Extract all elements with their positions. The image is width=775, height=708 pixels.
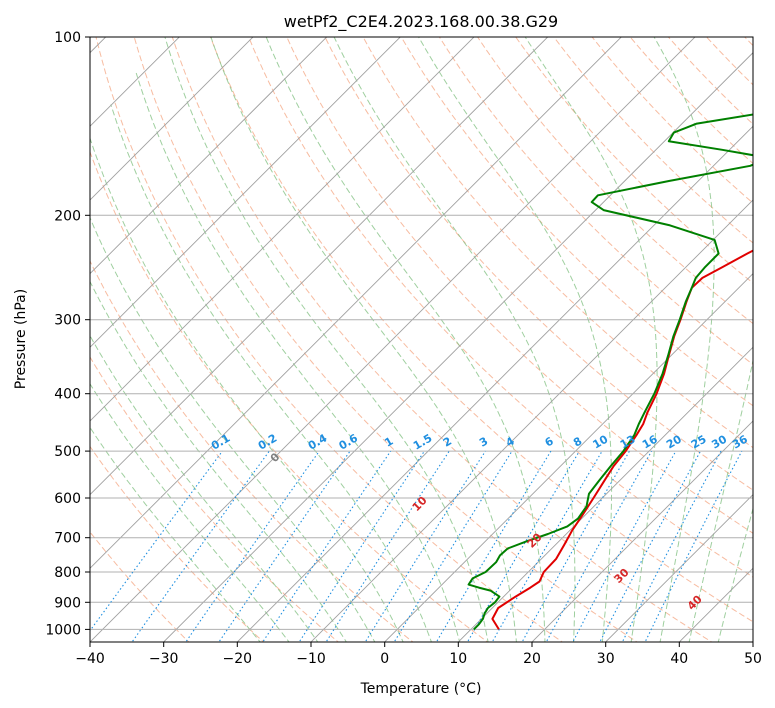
x-tick-label: 10 <box>449 651 467 667</box>
y-tick-label: 500 <box>54 444 81 460</box>
isotherm-line <box>162 52 753 642</box>
sounding-series <box>467 113 753 631</box>
moist-adiabat-line <box>524 37 658 642</box>
isotherms <box>90 37 753 642</box>
y-tick-label: 600 <box>54 491 81 507</box>
x-tick-label: −40 <box>75 651 105 667</box>
isotherm-line <box>236 125 753 642</box>
dry-adiabat-line <box>770 24 775 645</box>
y-tick-label: 400 <box>54 387 81 403</box>
y-tick-label: 800 <box>54 565 81 581</box>
y-tick-label: 200 <box>54 208 81 224</box>
x-tick-label: 20 <box>523 651 541 667</box>
y-tick-label: 900 <box>54 595 81 611</box>
x-tick-label: 30 <box>597 651 615 667</box>
moist-adiabat-line <box>653 37 715 642</box>
y-tick-label: 100 <box>54 30 81 46</box>
moist-adiabat-line <box>110 104 432 642</box>
mixing-ratio-line <box>572 450 677 642</box>
height-label: -100 <box>769 41 775 70</box>
chart-title: wetPf2_C2E4.2023.168.00.38.G29 <box>284 12 558 32</box>
plot-frame <box>89 36 754 643</box>
x-tick-label: 50 <box>744 651 762 667</box>
y-tick-label: 1000 <box>45 622 81 638</box>
isotherm-line <box>90 37 622 569</box>
dry-adiabat-line <box>400 37 753 407</box>
moist-adiabat-line <box>90 216 376 642</box>
isotherm-line <box>457 346 753 642</box>
x-axis-label: Temperature (°C) <box>360 681 482 697</box>
mixing-ratio-lines <box>90 450 743 642</box>
y-tick-label: 300 <box>54 313 81 329</box>
isotherm-line <box>90 37 328 275</box>
y-axis-label: Pressure (hPa) <box>13 289 29 389</box>
dry-adiabat-line <box>209 37 753 623</box>
y-axis-ticks: 100 200 300 400 500 600 700 800 900 1000 <box>45 30 90 638</box>
isotherm-line <box>90 37 549 496</box>
isotherm-line <box>604 493 753 642</box>
x-tick-label: 40 <box>670 651 688 667</box>
mixing-ratio-line <box>131 450 270 642</box>
isotherm-line <box>752 641 753 642</box>
moist-adiabat-line <box>164 37 489 642</box>
isotherm-line <box>383 273 753 642</box>
mixing-ratio-line <box>364 450 486 642</box>
x-tick-label: −30 <box>149 651 179 667</box>
mixing-ratio-line <box>621 450 722 642</box>
moist-adiabat-line <box>135 72 461 642</box>
mixing-ratio-line <box>90 450 223 632</box>
isotherm-line <box>90 37 475 422</box>
isotherm-line <box>90 37 696 642</box>
moist-adiabat-line <box>90 280 347 642</box>
x-tick-label: −20 <box>223 651 253 667</box>
mixing-ratio-line <box>325 450 450 642</box>
moist-adiabat-line <box>333 37 576 642</box>
dry-adiabat-line <box>438 37 753 366</box>
mixing-ratio-line <box>218 450 351 642</box>
mixing-ratio-line <box>599 450 701 642</box>
dry-adiabat-line <box>90 150 489 642</box>
dry-adiabat-line <box>324 37 753 491</box>
mixing-ratio-line <box>262 450 392 642</box>
isotherm-line <box>310 199 753 642</box>
isotherm-line <box>90 37 401 348</box>
isotherm-line <box>531 420 753 642</box>
y-tick-label: 700 <box>54 531 81 547</box>
moist-adiabat-line <box>265 37 546 642</box>
x-tick-label: −10 <box>296 651 326 667</box>
isotherm-line <box>90 37 254 201</box>
moist-adiabat-line <box>90 426 261 642</box>
dry-adiabat-line <box>286 37 753 534</box>
mixing-ratio-line <box>185 450 320 642</box>
x-tick-label: 0 <box>380 651 389 667</box>
mixing-ratio-line <box>393 450 513 642</box>
x-axis-ticks: −40 −30 −20 −10 0 10 20 30 40 50 <box>75 642 762 667</box>
plot-area <box>90 37 753 642</box>
dry-adiabat-line <box>248 37 753 578</box>
mixing-ratio-line <box>466 450 580 642</box>
dewpoint-line <box>467 113 753 631</box>
pressure-gridlines <box>90 37 753 630</box>
moist-adiabat-line <box>210 37 518 642</box>
moist-adiabat-line <box>90 334 319 642</box>
mixing-ratio-line <box>298 450 425 642</box>
